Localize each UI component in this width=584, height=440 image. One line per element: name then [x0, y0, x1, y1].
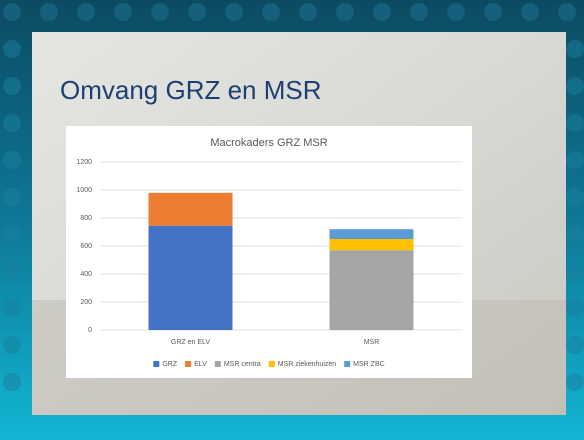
dot [566, 373, 584, 391]
dot [566, 225, 584, 243]
legend-swatch [344, 361, 350, 367]
bar-segment [330, 250, 414, 330]
dot [77, 3, 95, 21]
bar-segment [149, 193, 233, 226]
legend-label: MSR centra [224, 361, 261, 368]
dot [151, 3, 169, 21]
dot [373, 3, 391, 21]
dot [3, 188, 21, 206]
dot [410, 3, 428, 21]
dot [566, 336, 584, 354]
legend-swatch [269, 361, 275, 367]
legend-label: GRZ [162, 361, 178, 368]
dot [3, 114, 21, 132]
dot [3, 336, 21, 354]
chart-title: Macrokaders GRZ MSR [210, 137, 327, 149]
dot [3, 299, 21, 317]
legend-swatch [215, 361, 221, 367]
dot [336, 3, 354, 21]
legend-label: ELV [194, 361, 207, 368]
legend-label: MSR ziekenhuizen [278, 361, 336, 368]
slide-title: Omvang GRZ en MSR [60, 75, 322, 105]
dot [3, 77, 21, 95]
dot [188, 3, 206, 21]
dot [3, 151, 21, 169]
dot [3, 262, 21, 280]
legend-swatch [153, 361, 159, 367]
bar-segment [330, 229, 414, 239]
bar-segment [330, 239, 414, 250]
dot [566, 40, 584, 58]
y-tick-label: 1200 [76, 159, 92, 166]
y-tick-label: 200 [80, 299, 92, 306]
dot [447, 3, 465, 21]
y-tick-label: 0 [88, 327, 92, 334]
dot [3, 373, 21, 391]
y-tick-label: 400 [80, 271, 92, 278]
dot [484, 3, 502, 21]
dot [114, 3, 132, 21]
y-tick-label: 600 [80, 243, 92, 250]
bar-segment [149, 226, 233, 330]
dot [566, 114, 584, 132]
dot [40, 3, 58, 21]
x-tick-label: MSR [364, 339, 380, 346]
dot [3, 225, 21, 243]
dot [3, 3, 21, 21]
dot [558, 3, 576, 21]
y-tick-label: 800 [80, 215, 92, 222]
x-tick-label: GRZ en ELV [171, 339, 210, 346]
dot [566, 188, 584, 206]
dot [225, 3, 243, 21]
dot [3, 40, 21, 58]
y-tick-label: 1000 [76, 187, 92, 194]
dot [566, 299, 584, 317]
dot [566, 77, 584, 95]
dot [262, 3, 280, 21]
slide: Omvang GRZ en MSR Macrokaders GRZ MSR 0 2… [0, 0, 584, 440]
dot [521, 3, 539, 21]
dot [566, 262, 584, 280]
legend-label: MSR ZBC [353, 361, 385, 368]
legend-swatch [185, 361, 191, 367]
dot [566, 151, 584, 169]
dot [299, 3, 317, 21]
